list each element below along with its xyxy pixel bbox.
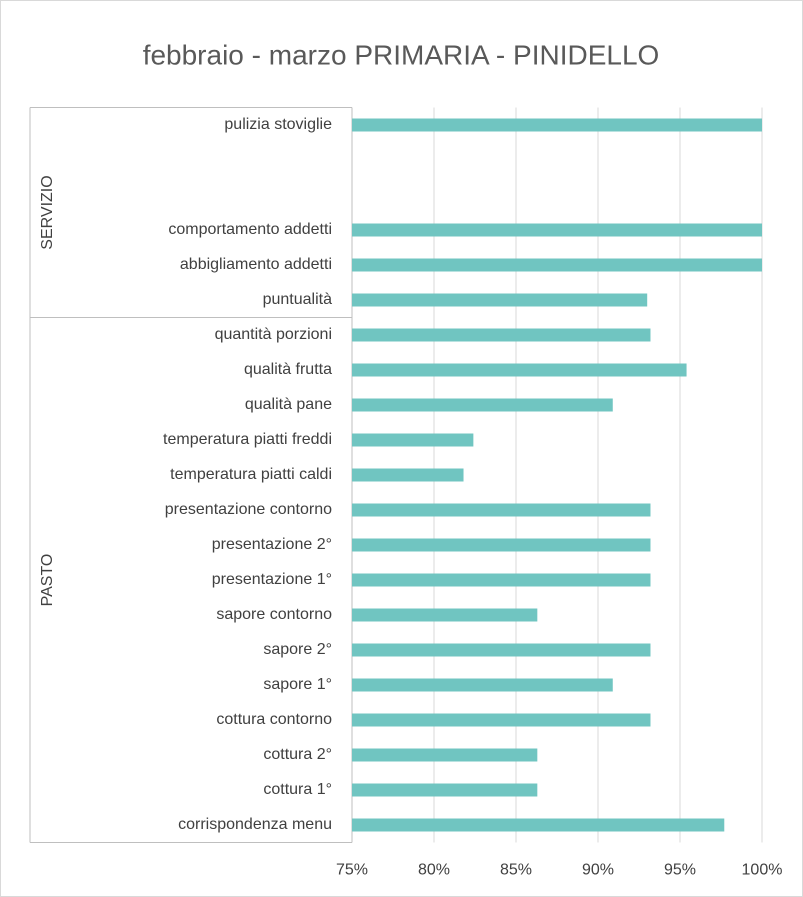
bar bbox=[352, 573, 651, 587]
y-tick-label: cottura 2° bbox=[263, 746, 332, 763]
y-tick-label: presentazione 1° bbox=[212, 571, 332, 588]
bar bbox=[352, 363, 687, 377]
y-tick-label: sapore contorno bbox=[216, 606, 332, 623]
x-tick-label: 85% bbox=[500, 862, 532, 879]
group-label: PASTO bbox=[39, 554, 56, 607]
x-tick-label: 75% bbox=[336, 862, 368, 879]
y-tick-label: comportamento addetti bbox=[168, 221, 332, 238]
y-tick-label: qualità frutta bbox=[244, 361, 332, 378]
y-tick-label: puntualità bbox=[263, 291, 332, 308]
bar bbox=[352, 433, 474, 447]
bar bbox=[352, 118, 762, 132]
bar bbox=[352, 223, 762, 237]
bar bbox=[352, 503, 651, 517]
y-tick-label: presentazione contorno bbox=[165, 501, 332, 518]
x-tick-label: 80% bbox=[418, 862, 450, 879]
x-tick-label: 95% bbox=[664, 862, 696, 879]
y-tick-label: cottura contorno bbox=[216, 711, 332, 728]
y-tick-label: qualità pane bbox=[245, 396, 332, 413]
bar bbox=[352, 468, 464, 482]
x-tick-label: 90% bbox=[582, 862, 614, 879]
y-tick-label: temperatura piatti caldi bbox=[170, 466, 332, 483]
y-tick-label: abbigliamento addetti bbox=[180, 256, 332, 273]
y-tick-label: pulizia stoviglie bbox=[224, 116, 332, 133]
bar bbox=[352, 783, 538, 797]
bar bbox=[352, 328, 651, 342]
group-label: SERVIZIO bbox=[39, 175, 56, 249]
bar bbox=[352, 678, 613, 692]
bar bbox=[352, 748, 538, 762]
y-tick-label: sapore 2° bbox=[263, 641, 332, 658]
y-tick-label: corrispondenza menu bbox=[178, 816, 332, 833]
bar bbox=[352, 258, 762, 272]
bar bbox=[352, 538, 651, 552]
chart-title: febbraio - marzo PRIMARIA - PINIDELLO bbox=[143, 39, 660, 70]
bar bbox=[352, 643, 651, 657]
bar bbox=[352, 293, 648, 307]
bar bbox=[352, 398, 613, 412]
y-tick-label: sapore 1° bbox=[263, 676, 332, 693]
y-tick-label: presentazione 2° bbox=[212, 536, 332, 553]
y-tick-label: quantità porzioni bbox=[215, 326, 332, 343]
y-tick-label: temperatura piatti freddi bbox=[163, 431, 332, 448]
y-tick-label: cottura 1° bbox=[263, 781, 332, 798]
bar bbox=[352, 818, 725, 832]
bar bbox=[352, 713, 651, 727]
x-tick-label: 100% bbox=[742, 862, 783, 879]
bar bbox=[352, 608, 538, 622]
